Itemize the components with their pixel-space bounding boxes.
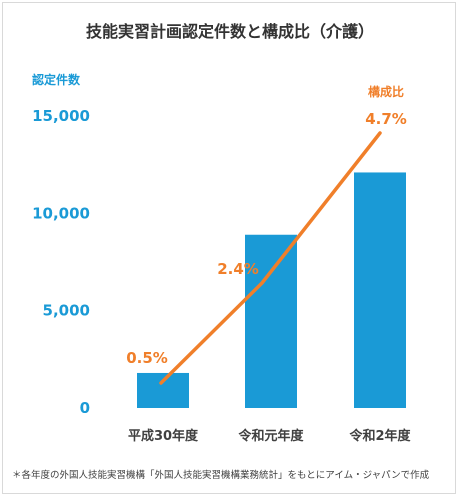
- ratio-polyline: [159, 131, 382, 385]
- chart-title: 技能実習計画認定件数と構成比（介護）: [86, 22, 374, 41]
- bars: [137, 172, 406, 408]
- ratio-data-label: 4.7%: [365, 110, 407, 128]
- ratio-labels: 0.5% 2.4% 4.7%: [126, 110, 407, 367]
- category-labels: 平成30年度 令和元年度 令和2年度: [128, 428, 412, 444]
- y-tick-label: 5,000: [43, 302, 90, 320]
- bar: [137, 372, 189, 408]
- footnote: ＊各年度の外国人技能実習機構「外国人技能実習機構業務統計」をもとにアイム・ジャパ…: [12, 469, 430, 481]
- y-tick-label: 0: [80, 399, 90, 417]
- bar: [245, 234, 297, 408]
- y-tick-label: 15,000: [32, 107, 90, 125]
- category-label: 平成30年度: [128, 428, 199, 444]
- ratio-line: [159, 131, 382, 385]
- bar: [354, 172, 406, 408]
- y-tick-label: 10,000: [32, 204, 90, 222]
- ratio-data-label: 0.5%: [126, 349, 168, 367]
- category-label: 令和2年度: [349, 428, 411, 444]
- line-series-label: 構成比: [368, 84, 404, 99]
- ratio-data-label: 2.4%: [217, 260, 259, 278]
- y-tick-labels: 15,000 10,000 5,000 0: [32, 107, 90, 417]
- category-label: 令和元年度: [238, 428, 304, 444]
- y-axis-label: 認定件数: [32, 72, 81, 87]
